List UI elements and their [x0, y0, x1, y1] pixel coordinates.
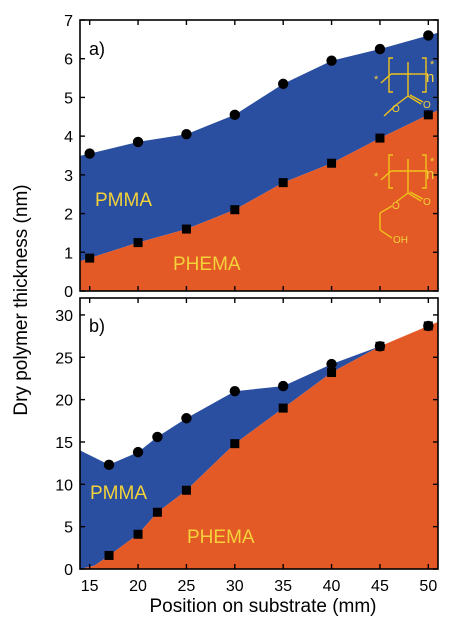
data-point-circle: [132, 446, 144, 458]
data-point-square: [375, 341, 385, 351]
data-point-square: [278, 403, 288, 413]
x-tick-label: 30: [226, 578, 244, 595]
y-tick-label: 10: [55, 477, 73, 494]
data-point-square: [423, 321, 433, 331]
phema-star-left: *: [374, 171, 379, 183]
phema-structure-icon: [379, 154, 428, 239]
pmma-region-label: PMMA: [95, 190, 152, 211]
phema-hydroxyl: OH: [393, 235, 408, 246]
data-point-circle: [326, 358, 337, 370]
data-point-square: [423, 110, 433, 120]
y-tick-label: 4: [64, 129, 73, 146]
plot-frame: [79, 19, 439, 292]
y-tick-label: 20: [55, 393, 73, 410]
y-tick-label: 6: [64, 52, 73, 69]
data-point-square: [152, 507, 162, 517]
data-point-square: [327, 368, 337, 378]
y-tick-label: 3: [64, 168, 73, 185]
data-point-square: [327, 158, 337, 168]
pmma-ester-o: O: [392, 104, 400, 115]
data-point-circle: [277, 380, 289, 392]
y-tick-label: 0: [64, 284, 73, 301]
data-point-circle: [326, 55, 337, 66]
phema-repeat-n: n: [426, 166, 434, 183]
data-point-circle: [181, 413, 192, 424]
pmma-area: [80, 32, 438, 262]
y-axis-label: Dry polymer thickness (nm): [11, 184, 32, 415]
data-point-square: [104, 550, 114, 560]
pmma-area: [80, 321, 438, 569]
y-tick-label: 7: [64, 13, 73, 30]
data-point-circle: [103, 459, 115, 471]
data-point-square: [85, 253, 95, 263]
data-point-circle: [229, 385, 241, 397]
pmma-star-left: *: [374, 74, 379, 86]
data-point-square: [230, 439, 240, 449]
y-tick-label: 30: [55, 308, 73, 325]
x-axis-label: Position on substrate (mm): [149, 596, 376, 617]
area-layer: [80, 321, 438, 569]
data-point-circle: [181, 129, 192, 140]
phema-carbonyl-o: O: [423, 197, 431, 208]
phema-area: [80, 321, 438, 569]
plot-frame: [79, 297, 439, 570]
data-point-circle: [423, 30, 434, 41]
phema-ester-o: O: [392, 201, 400, 212]
pmma-region-label: PMMA: [90, 483, 147, 504]
x-tick-label: 25: [178, 578, 196, 595]
pmma-carbonyl-o: O: [423, 100, 431, 111]
panel-b: 0 5 10 15 20 25 30 15 20 25 30 35 40 45 50 b) PMMA PHEMA: [55, 297, 439, 595]
data-point-square: [133, 238, 143, 248]
data-point-square: [375, 133, 385, 143]
y-tick-label: 2: [64, 207, 73, 224]
area-layer: [80, 32, 438, 291]
y-tick-label: 5: [64, 520, 73, 537]
phema-area: [80, 110, 438, 291]
data-point-square: [278, 178, 288, 188]
y-tick-label: 25: [55, 350, 73, 367]
data-point-circle: [84, 148, 95, 159]
panel-a: 0 1 2 3 4 5 6 7 a) PMMA PHEMA: [64, 13, 439, 301]
pmma-structure-icon: [380, 57, 428, 117]
x-tick-label: 20: [129, 578, 147, 595]
x-tick-label: 50: [419, 578, 437, 595]
y-tick-label: 1: [64, 245, 73, 262]
data-point-square: [230, 205, 240, 215]
panel-label: b): [89, 316, 105, 336]
data-point-circle: [277, 78, 289, 90]
y-tick-label: 15: [55, 435, 73, 452]
x-tick-label: 45: [371, 578, 389, 595]
data-point-square: [181, 224, 191, 234]
data-point-circle: [152, 431, 163, 443]
data-point-circle: [132, 136, 144, 148]
data-point-circle: [229, 109, 241, 121]
phema-region-label: PHEMA: [173, 254, 241, 275]
data-point-square: [181, 485, 191, 495]
x-tick-label: 40: [323, 578, 341, 595]
phema-star-right: *: [430, 156, 435, 168]
x-tick-label: 15: [81, 578, 99, 595]
y-tick-label: 5: [64, 90, 73, 107]
panel-label: a): [89, 39, 105, 59]
phema-region-label: PHEMA: [187, 527, 255, 548]
data-point-circle: [374, 43, 386, 55]
data-point-square: [133, 529, 143, 539]
y-tick-label: 0: [64, 562, 73, 579]
pmma-repeat-n: n: [426, 69, 434, 86]
x-tick-label: 35: [274, 578, 292, 595]
pmma-star-right: *: [430, 59, 435, 71]
